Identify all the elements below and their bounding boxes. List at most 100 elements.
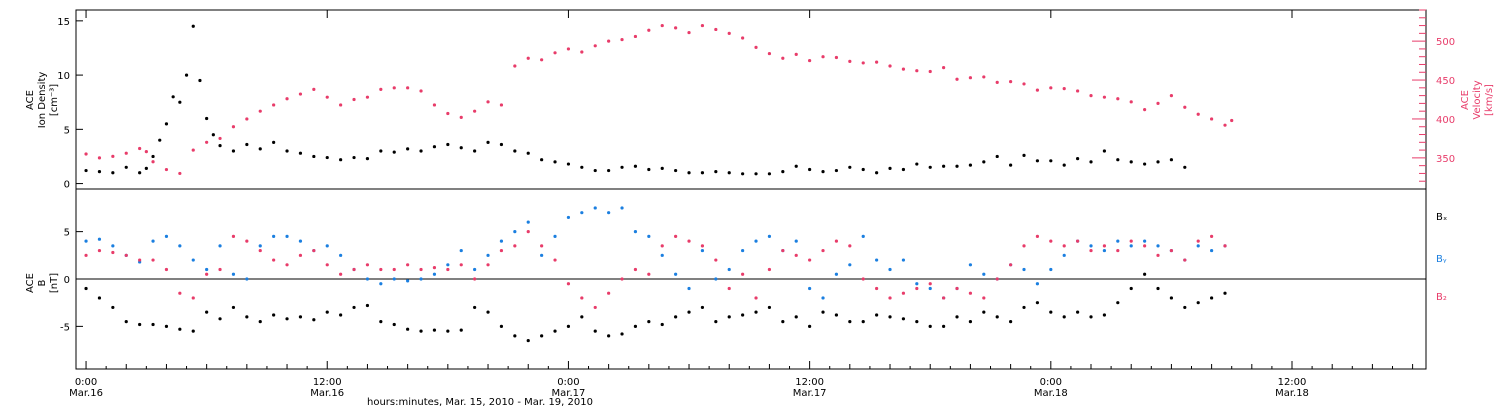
- velocity-point: [352, 97, 356, 102]
- bx-point: [1183, 305, 1187, 310]
- velocity-point: [513, 64, 517, 68]
- bx-point: [861, 320, 865, 324]
- density-velocity-points: [84, 23, 1234, 176]
- velocity-point: [607, 39, 611, 43]
- by-point: [566, 215, 571, 220]
- velocity-point: [808, 58, 812, 63]
- date-tick-label: Mar.17: [793, 388, 827, 399]
- density-point: [211, 133, 215, 137]
- velocity-point: [1102, 95, 1107, 99]
- bx-point: [1102, 313, 1107, 317]
- density-point: [406, 147, 410, 151]
- density-point: [446, 142, 450, 147]
- density-point: [982, 160, 986, 164]
- density-point: [781, 170, 785, 174]
- density-point: [339, 158, 343, 162]
- by-point: [888, 267, 892, 272]
- bz-point: [915, 286, 919, 291]
- bz-point: [245, 239, 249, 243]
- legend-bz: B₂: [1436, 292, 1447, 303]
- density-point: [901, 167, 906, 172]
- bx-point: [1156, 286, 1160, 291]
- density-point: [875, 171, 879, 175]
- velocity-point: [231, 125, 236, 129]
- time-axis: 0:00Mar.1612:00Mar.160:00Mar.1712:00Mar.…: [69, 10, 1414, 399]
- density-point: [1183, 165, 1187, 169]
- density-point: [620, 165, 624, 169]
- velocity-point: [218, 136, 222, 141]
- density-point: [767, 172, 772, 176]
- velocity-point: [499, 103, 504, 107]
- bx-point: [365, 303, 370, 308]
- by-point: [553, 234, 557, 238]
- bx-point: [111, 305, 115, 310]
- velocity-point: [968, 76, 973, 80]
- bz-point: [406, 263, 410, 267]
- bx-point: [1009, 320, 1013, 324]
- bx-point: [1116, 301, 1120, 305]
- field-axis-label-line2: B: [37, 279, 48, 286]
- by-point: [526, 220, 530, 224]
- by-point: [607, 211, 611, 215]
- by-point: [674, 272, 678, 276]
- bx-point: [794, 315, 798, 319]
- bz-point: [834, 239, 839, 243]
- by-point: [1196, 244, 1200, 248]
- density-point: [687, 171, 691, 175]
- velocity-point: [834, 55, 839, 60]
- density-point: [365, 157, 370, 161]
- density-point: [144, 166, 148, 170]
- velocity-tick-label: 400: [1436, 115, 1455, 126]
- bz-point: [298, 253, 303, 257]
- bx-point: [1022, 305, 1026, 310]
- bz-point: [499, 248, 504, 253]
- bx-point: [593, 329, 597, 333]
- field-axis-label-line1: ACE: [25, 273, 36, 293]
- bx-point: [1196, 301, 1200, 305]
- velocity-point: [285, 97, 289, 101]
- bx-point: [245, 315, 249, 319]
- density-point: [285, 149, 289, 153]
- bz-point: [700, 244, 705, 248]
- bz-point: [767, 267, 772, 272]
- density-point: [1143, 162, 1147, 166]
- density-axis-ticks: 0 5 10 15: [57, 9, 1426, 191]
- density-point: [660, 166, 664, 170]
- density-point: [392, 150, 396, 154]
- density-point: [312, 154, 316, 159]
- velocity-point: [1035, 88, 1040, 92]
- bz-point: [1169, 248, 1174, 253]
- by-point: [1035, 282, 1040, 286]
- bz-point: [580, 296, 584, 300]
- bx-point: [526, 338, 530, 343]
- bz-point: [754, 296, 758, 300]
- bx-point: [1076, 310, 1080, 314]
- velocity-point: [1062, 87, 1066, 91]
- by-point: [593, 206, 597, 210]
- by-point: [164, 234, 169, 238]
- by-point: [633, 230, 638, 234]
- bx-point: [955, 315, 959, 319]
- field-axis-ticks: -5 0 5: [60, 228, 83, 333]
- bx-point: [620, 332, 624, 336]
- by-point: [298, 239, 303, 243]
- density-point: [727, 171, 731, 175]
- by-point: [473, 267, 477, 272]
- velocity-point: [727, 31, 731, 35]
- bx-point: [968, 320, 973, 324]
- bz-point: [191, 296, 195, 300]
- velocity-point: [258, 109, 262, 113]
- by-point: [272, 234, 276, 238]
- bx-point: [325, 310, 329, 314]
- density-point: [486, 140, 490, 144]
- velocity-point: [794, 52, 798, 56]
- density-point: [432, 145, 437, 149]
- bz-point: [633, 267, 638, 272]
- bz-point: [138, 258, 142, 262]
- bz-point: [1223, 244, 1227, 248]
- by-point: [365, 277, 370, 281]
- density-axis-label-line3: [cm⁻³]: [49, 84, 60, 116]
- by-point: [151, 239, 155, 243]
- by-point: [1210, 248, 1214, 253]
- density-point: [741, 172, 745, 176]
